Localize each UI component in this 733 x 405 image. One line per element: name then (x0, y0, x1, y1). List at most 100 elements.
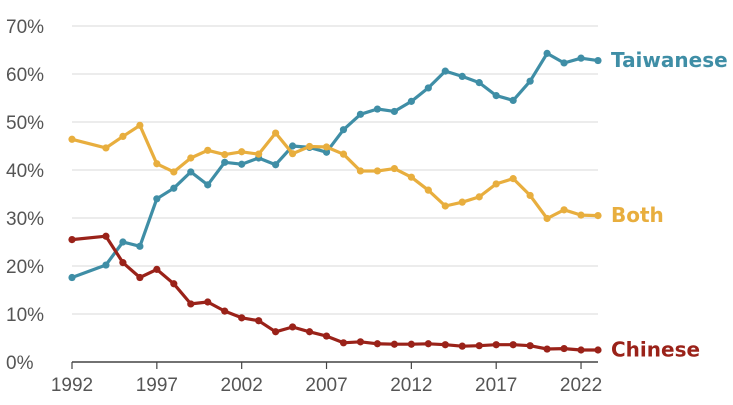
point-chinese-2001 (221, 307, 229, 315)
point-chinese-2004 (272, 328, 280, 336)
point-chinese-2006 (305, 328, 314, 336)
point-taiwanese-2013 (424, 84, 432, 92)
point-chinese-2012 (407, 340, 415, 348)
point-chinese-2003 (255, 317, 263, 325)
x-tick-label-2022: 2022 (560, 375, 602, 396)
point-taiwanese-2011 (390, 107, 398, 116)
point-taiwanese-1996 (136, 242, 144, 250)
point-both-2014 (441, 202, 449, 210)
point-chinese-2007 (322, 332, 331, 340)
point-taiwanese-2005 (288, 142, 297, 150)
x-tick-label-2012: 2012 (390, 375, 432, 396)
series-line-taiwanese (70, 51, 600, 280)
series-label-chinese: Chinese (611, 338, 700, 362)
point-both-2022 (577, 211, 585, 219)
point-chinese-2009 (356, 338, 365, 346)
series-label-taiwanese: Taiwanese (611, 48, 728, 72)
point-chinese-2019 (526, 342, 534, 350)
point-chinese-2002 (238, 314, 246, 322)
y-tick-label-0: 0% (6, 353, 34, 374)
y-tick-label-40: 40% (6, 161, 44, 182)
point-taiwanese-2015 (458, 72, 466, 80)
point-taiwanese-1998 (170, 184, 178, 192)
point-chinese-1995 (119, 259, 127, 267)
point-chinese-1997 (153, 265, 161, 273)
series-taiwanese (68, 49, 602, 282)
x-tick-label-1992: 1992 (51, 375, 93, 396)
point-chinese-1998 (170, 280, 178, 288)
point-taiwanese-2019 (526, 77, 534, 85)
point-both-2017 (492, 180, 500, 188)
point-chinese-2023 (594, 346, 602, 354)
point-taiwanese-1999 (187, 168, 195, 176)
point-taiwanese-1997 (153, 195, 161, 203)
point-both-2000 (204, 146, 212, 154)
point-both-2012 (407, 173, 415, 181)
point-taiwanese-2022 (577, 54, 585, 62)
point-both-1995 (119, 132, 127, 140)
point-chinese-2022 (577, 346, 585, 354)
point-taiwanese-2012 (407, 97, 415, 105)
x-tick-label-1997: 1997 (136, 375, 178, 396)
point-both-2011 (390, 164, 398, 173)
series-labels: Taiwanese Both Chinese (611, 48, 728, 361)
point-both-1998 (170, 168, 178, 176)
point-taiwanese-2009 (356, 110, 365, 118)
point-chinese-2014 (441, 341, 449, 349)
point-chinese-2000 (204, 298, 212, 306)
y-axis-tick-labels: 0% 10% 20% 30% 40% 50% 60% 70% (6, 17, 44, 374)
y-tick-label-30: 30% (6, 209, 44, 230)
point-both-2016 (475, 193, 483, 201)
point-taiwanese-2023 (594, 56, 602, 65)
point-both-2008 (339, 150, 348, 158)
x-tick-label-2007: 2007 (305, 375, 347, 396)
series-label-both: Both (611, 203, 664, 227)
point-both-2021 (560, 206, 568, 214)
point-chinese-2021 (560, 344, 568, 353)
grid-lines (72, 25, 598, 363)
x-axis-ticks: 1992 1997 2002 2007 2012 2017 2022 (51, 362, 602, 396)
series-line-chinese (70, 234, 600, 352)
point-chinese-2017 (492, 341, 500, 349)
point-both-1997 (153, 160, 161, 168)
point-taiwanese-2002 (238, 160, 246, 168)
point-taiwanese-1994 (102, 261, 110, 269)
point-chinese-2013 (424, 340, 432, 348)
y-tick-label-70: 70% (6, 17, 44, 38)
point-both-2004 (272, 129, 280, 137)
y-tick-label-60: 60% (6, 65, 44, 86)
point-chinese-1992 (68, 236, 76, 244)
point-both-2019 (526, 191, 534, 200)
point-both-2002 (238, 148, 246, 156)
point-chinese-2016 (475, 342, 483, 350)
series-both (68, 121, 602, 223)
point-chinese-2011 (390, 340, 398, 348)
point-taiwanese-1995 (119, 238, 127, 246)
point-chinese-1994 (102, 232, 110, 240)
x-tick-label-2002: 2002 (221, 375, 263, 396)
point-taiwanese-2021 (560, 59, 568, 67)
point-chinese-2010 (373, 340, 382, 348)
series-lines (68, 49, 602, 354)
y-tick-label-20: 20% (6, 257, 44, 278)
series-chinese (68, 232, 602, 354)
point-chinese-2015 (458, 342, 466, 350)
point-chinese-1996 (136, 273, 144, 282)
y-tick-label-10: 10% (6, 305, 44, 326)
point-both-2005 (288, 150, 297, 158)
point-taiwanese-2004 (272, 161, 280, 169)
point-taiwanese-2018 (509, 96, 517, 104)
point-taiwanese-2020 (543, 49, 551, 57)
point-taiwanese-1992 (68, 273, 76, 282)
x-tick-label-2017: 2017 (475, 375, 517, 396)
point-chinese-2018 (509, 341, 517, 349)
point-chinese-2005 (288, 323, 297, 331)
point-taiwanese-2017 (492, 92, 500, 100)
point-taiwanese-2016 (475, 79, 483, 87)
point-taiwanese-2001 (221, 158, 229, 166)
point-both-2007 (322, 143, 331, 151)
point-taiwanese-2008 (339, 126, 348, 134)
point-both-2015 (458, 198, 466, 206)
point-both-2001 (221, 151, 229, 159)
